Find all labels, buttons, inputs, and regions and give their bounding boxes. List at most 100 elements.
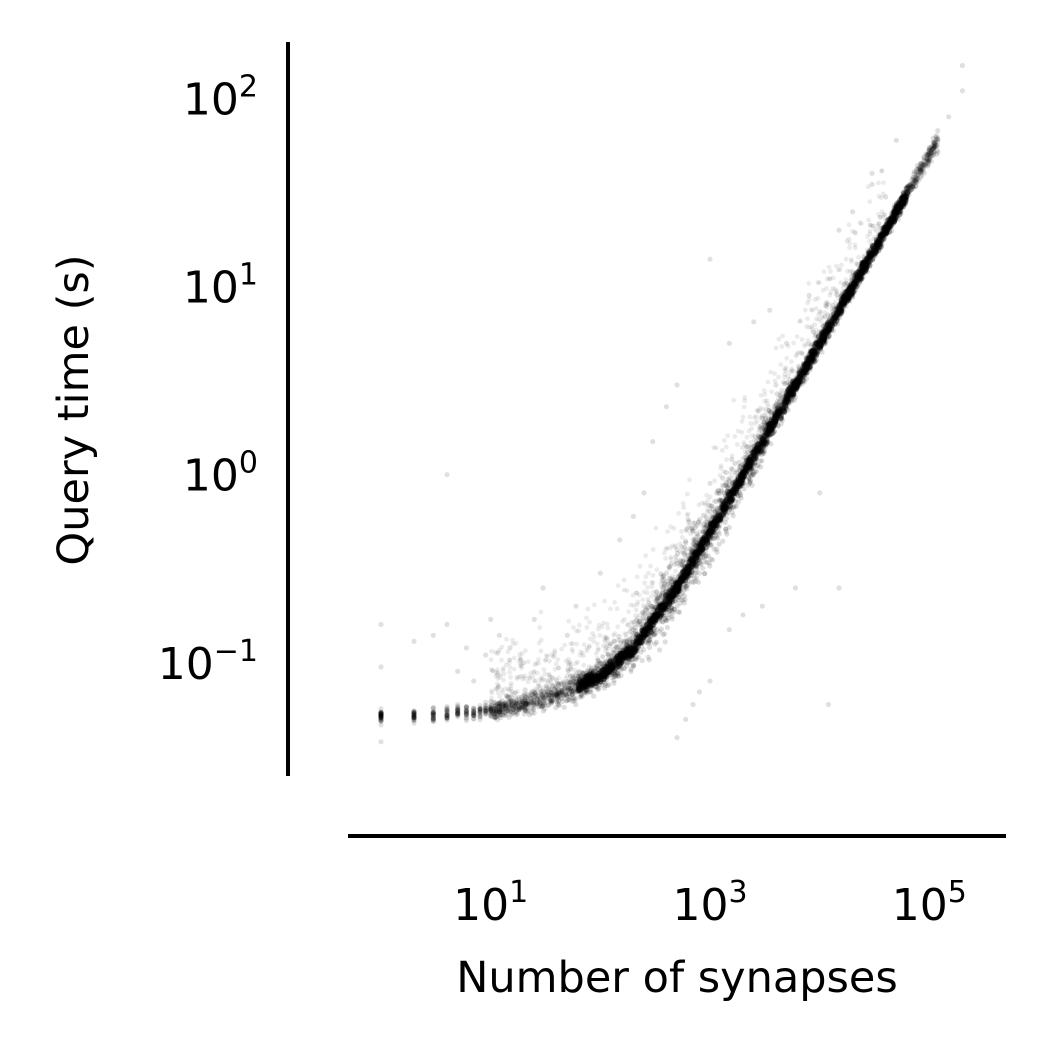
data-point (735, 442, 740, 447)
data-point (608, 607, 613, 612)
data-point (777, 337, 782, 342)
data-point (567, 697, 572, 702)
data-point (686, 553, 691, 558)
data-point (805, 316, 810, 321)
data-point (555, 657, 560, 662)
data-point (378, 713, 383, 718)
data-point (551, 654, 556, 659)
data-point (615, 606, 620, 611)
data-point (821, 288, 826, 293)
data-point (625, 588, 630, 593)
data-point (508, 665, 513, 670)
data-point (694, 575, 699, 580)
data-point (677, 563, 682, 568)
data-point (585, 625, 590, 630)
data-point (563, 691, 568, 696)
data-point (489, 699, 494, 704)
data-point (668, 555, 673, 560)
data-point (687, 561, 692, 566)
data-point (683, 539, 688, 544)
data-point (817, 280, 822, 285)
data-point (803, 308, 808, 313)
data-point (581, 663, 586, 668)
data-point (822, 314, 827, 319)
data-point (867, 199, 872, 204)
data-point (612, 600, 617, 605)
data-point (720, 448, 725, 453)
data-point (444, 713, 449, 718)
data-point (574, 642, 579, 647)
data-point (525, 706, 530, 711)
data-point (541, 708, 546, 713)
data-point (672, 526, 677, 531)
data-point (628, 669, 633, 674)
data-point (672, 562, 677, 567)
data-point (727, 525, 732, 530)
data-point (706, 553, 711, 558)
data-point (712, 515, 717, 520)
data-point (836, 295, 841, 300)
data-point (662, 551, 667, 556)
data-point (492, 707, 497, 712)
data-point (634, 608, 639, 613)
data-point (741, 415, 746, 420)
data-point (411, 711, 416, 716)
data-point (883, 223, 888, 228)
data-point (671, 610, 676, 615)
data-point (507, 661, 512, 666)
data-point (630, 633, 635, 638)
data-point (722, 438, 727, 443)
data-point (501, 678, 506, 683)
data-point (512, 656, 517, 661)
data-point (611, 678, 616, 683)
data-point (541, 701, 546, 706)
data-point (675, 584, 680, 589)
data-point (615, 624, 620, 629)
data-point (566, 662, 571, 667)
data-point (784, 356, 789, 361)
data-point (640, 616, 645, 621)
data-point (830, 316, 835, 321)
data-point (804, 324, 809, 329)
data-point (819, 332, 824, 337)
data-point (659, 591, 664, 596)
data-point (715, 505, 720, 510)
data-point (616, 674, 621, 679)
data-point (935, 128, 940, 133)
data-point (724, 445, 729, 450)
data-point (495, 676, 500, 681)
data-point (841, 292, 846, 297)
data-point (455, 711, 460, 716)
data-point (557, 702, 562, 707)
data-point (935, 139, 940, 144)
data-point (858, 275, 864, 281)
data-point (541, 667, 546, 672)
data-point (901, 190, 907, 196)
data-point (743, 449, 748, 454)
data-point (643, 574, 648, 579)
data-point (646, 655, 651, 660)
data-point (747, 415, 752, 420)
data-point (489, 657, 494, 662)
data-point (850, 278, 855, 283)
data-point (859, 221, 864, 226)
data-point (649, 594, 654, 599)
data-point (742, 405, 747, 410)
data-point (876, 181, 881, 186)
data-point (702, 571, 707, 576)
data-point (748, 448, 753, 453)
data-point (707, 563, 712, 568)
data-point (727, 503, 733, 509)
data-point (867, 239, 872, 244)
data-point (647, 645, 652, 650)
data-point (750, 433, 755, 438)
data-point (845, 269, 850, 274)
data-point (795, 334, 800, 339)
data-point (777, 404, 782, 409)
data-point (478, 707, 483, 712)
data-point (532, 670, 537, 675)
data-point (508, 675, 513, 680)
data-point (655, 567, 660, 572)
data-point (628, 603, 633, 608)
